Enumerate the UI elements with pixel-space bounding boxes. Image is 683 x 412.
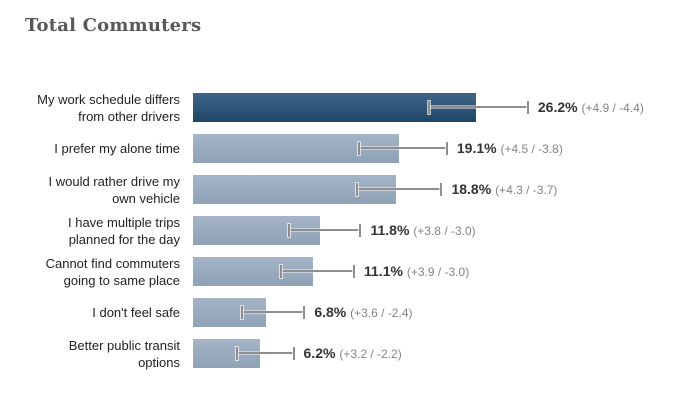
plot-area: 6.2% (+3.2 / -2.2): [193, 339, 683, 368]
error-bar-line: [356, 188, 443, 190]
error-bar-line: [358, 147, 448, 149]
plot-area: 26.2% (+4.9 / -4.4): [193, 93, 683, 122]
error-bar-cap-left: [288, 224, 291, 237]
value-percent: 11.1%: [364, 263, 407, 279]
plot-area: 6.8% (+3.6 / -2.4): [193, 298, 683, 327]
category-label: My work schedule differs from other driv…: [37, 91, 180, 124]
category-label: I don't feel safe: [92, 305, 180, 320]
chart-title: Total Commuters: [25, 15, 202, 36]
category-label: I have multiple trips planned for the da…: [68, 214, 180, 247]
category-label: Better public transit options: [68, 337, 180, 370]
value-percent: 6.8%: [314, 304, 351, 320]
value-confidence-interval: (+4.5 / -3.8): [500, 142, 563, 156]
error-bar-line: [240, 311, 306, 313]
error-bar-cap-right: [353, 265, 355, 278]
bar-row: I prefer my alone time 19.1% (+4.5 / -3.8…: [25, 134, 683, 163]
error-bar-line: [236, 352, 295, 354]
value-label: 11.1% (+3.9 / -3.0): [364, 257, 469, 286]
error-bar-cap-left: [356, 183, 359, 196]
plot-area: 18.8% (+4.3 / -3.7): [193, 175, 683, 204]
category-label: Cannot find commuters going to same plac…: [45, 255, 180, 288]
error-bar-cap-right: [359, 224, 362, 237]
error-bar-cap-left: [236, 347, 239, 360]
bar-row: I don't feel safe 6.8% (+3.6 / -2.4): [25, 298, 683, 327]
value-label: 26.2% (+4.9 / -4.4): [538, 93, 644, 122]
category-label: I prefer my alone time: [54, 141, 180, 156]
error-bar-line: [428, 106, 529, 108]
error-bar-cap-left: [428, 101, 431, 114]
value-percent: 19.1%: [456, 140, 501, 156]
error-bar-cap-left: [280, 265, 283, 278]
value-percent: 18.8%: [451, 181, 496, 197]
value-confidence-interval: (+3.9 / -3.0): [406, 265, 470, 279]
bar-chart: My work schedule differs from other driv…: [25, 91, 683, 370]
error-bar-cap-right: [440, 183, 443, 196]
value-label: 19.1% (+4.5 / -3.8): [457, 134, 563, 163]
value-confidence-interval: (+3.6 / -2.4): [350, 306, 413, 320]
error-bar-line: [288, 229, 362, 231]
value-confidence-interval: (+3.8 / -3.0): [413, 224, 476, 238]
error-bar-cap-right: [445, 142, 448, 155]
error-bar-cap-right: [292, 347, 295, 360]
category-label: I would rather drive my own vehicle: [48, 173, 181, 206]
value-confidence-interval: (+4.9 / -4.4): [581, 101, 644, 115]
value-percent: 6.2%: [303, 345, 340, 361]
error-bar-cap-left: [358, 142, 361, 155]
bar-row: Cannot find commuters going to same plac…: [25, 255, 683, 288]
value-label: 11.8% (+3.8 / -3.0): [370, 216, 475, 245]
value-percent: 26.2%: [537, 99, 582, 115]
value-confidence-interval: (+3.2 / -2.2): [339, 347, 402, 361]
error-bar-cap-right: [526, 101, 529, 114]
value-confidence-interval: (+4.3 / -3.7): [495, 183, 558, 197]
plot-area: 19.1% (+4.5 / -3.8): [193, 134, 683, 163]
plot-area: 11.1% (+3.9 / -3.0): [193, 257, 683, 286]
plot-area: 11.8% (+3.8 / -3.0): [193, 216, 683, 245]
value-label: 6.2% (+3.2 / -2.2): [304, 339, 402, 368]
value-label: 6.8% (+3.6 / -2.4): [314, 298, 412, 327]
value-percent: 11.8%: [370, 222, 414, 238]
bar-row: I have multiple trips planned for the da…: [25, 214, 683, 247]
bar-row: My work schedule differs from other driv…: [25, 91, 683, 124]
value-label: 18.8% (+4.3 / -3.7): [451, 175, 557, 204]
bar-row: Better public transit options 6.2% (+3.2 …: [25, 337, 683, 370]
error-bar-cap-left: [240, 306, 243, 319]
error-bar-cap-right: [303, 306, 306, 319]
bar-row: I would rather drive my own vehicle 18.8%…: [25, 173, 683, 206]
error-bar-line: [280, 270, 355, 272]
